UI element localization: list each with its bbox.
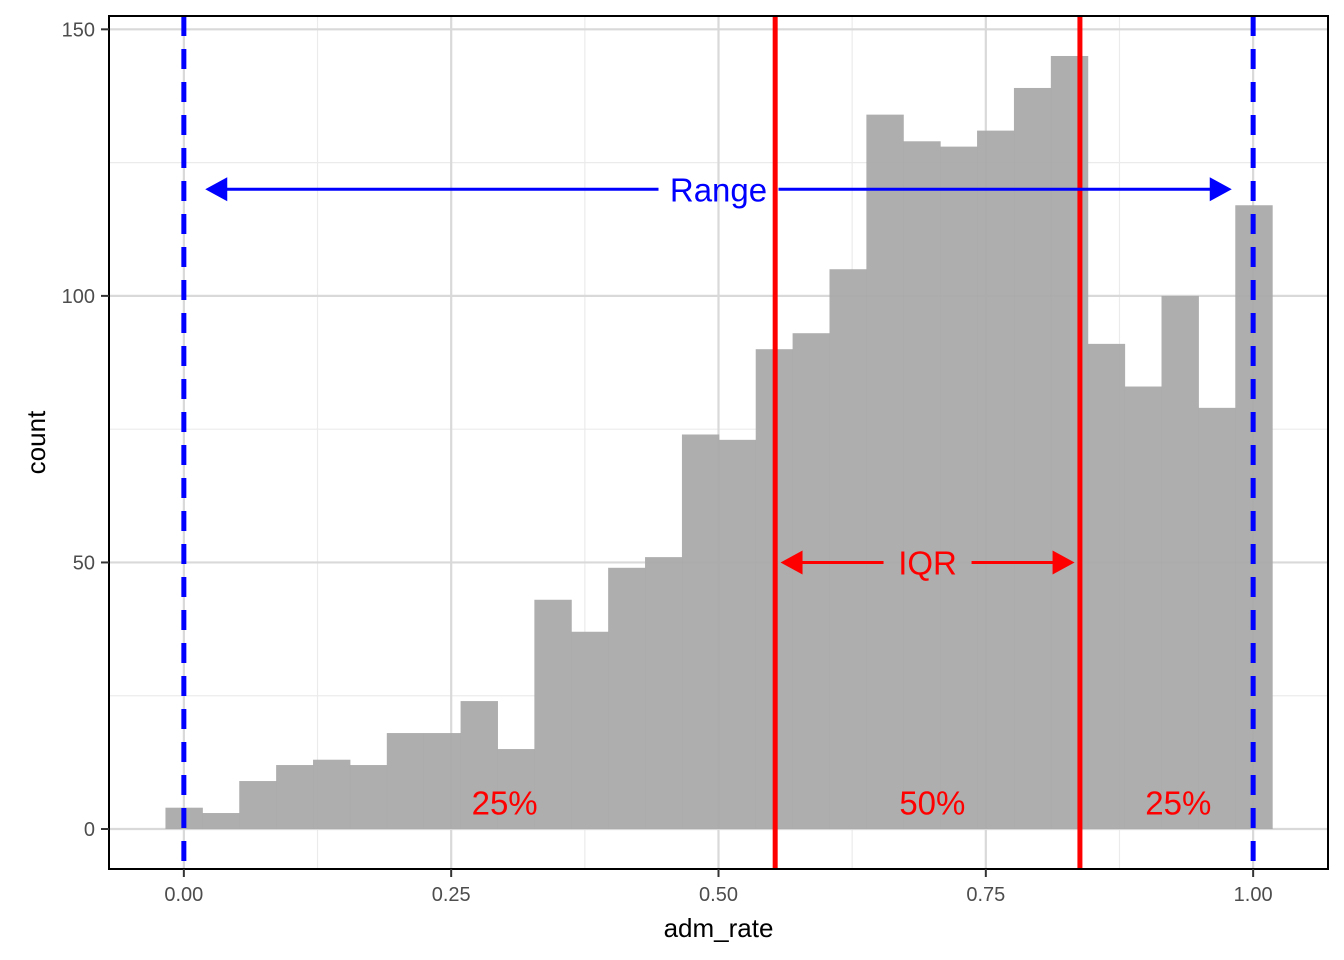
histogram-bar <box>202 813 240 830</box>
x-tick-label: 0.50 <box>699 884 738 906</box>
histogram-bar <box>497 749 535 830</box>
histogram-bar <box>940 146 978 830</box>
range-label: Range <box>670 171 767 208</box>
histogram-bar <box>1198 407 1236 830</box>
percent-label: 50% <box>899 784 965 821</box>
histogram-bar <box>792 333 830 830</box>
histogram-bar <box>460 701 498 830</box>
x-tick-label: 1.00 <box>1234 884 1273 906</box>
histogram-bar <box>645 557 683 830</box>
y-tick-label: 100 <box>62 286 95 308</box>
histogram-bar <box>903 141 941 830</box>
y-tick-label: 0 <box>84 819 95 841</box>
histogram-bar <box>977 130 1015 830</box>
iqr-label: IQR <box>898 544 957 581</box>
range-arrowhead-right <box>1209 177 1232 202</box>
histogram-bar <box>1124 386 1163 830</box>
histogram-bar <box>681 434 720 830</box>
histogram-bar <box>423 733 462 830</box>
histogram-bar <box>534 599 572 830</box>
histogram-bar <box>829 269 867 830</box>
annotations: Range IQR 25% 50% 25% <box>205 171 1232 821</box>
histogram-bar <box>1013 87 1052 830</box>
y-axis-title: count <box>21 410 51 474</box>
histogram-bar <box>349 765 388 830</box>
histogram-bar <box>866 114 904 830</box>
x-tick-label: 0.00 <box>164 884 203 906</box>
histogram-bar <box>1087 343 1126 830</box>
x-tick-label: 0.25 <box>432 884 471 906</box>
histogram-bar <box>571 631 609 830</box>
histogram-bar <box>608 567 646 830</box>
range-arrowhead-left <box>205 177 228 202</box>
iqr-arrowhead-left <box>780 550 803 575</box>
histogram-bars <box>165 55 1273 830</box>
histogram-bar <box>313 759 351 830</box>
y-tick-label: 150 <box>62 19 95 41</box>
x-tick-label: 0.75 <box>966 884 1005 906</box>
histogram-bar <box>1161 295 1199 830</box>
y-tick-label: 50 <box>73 552 95 574</box>
percent-label: 25% <box>1145 784 1211 821</box>
reference-lines <box>181 16 1256 869</box>
iqr-arrowhead-right <box>1052 550 1075 575</box>
percent-label: 25% <box>472 784 538 821</box>
histogram-bar <box>386 733 425 830</box>
x-axis-title: adm_rate <box>664 913 774 943</box>
histogram-bar <box>239 781 277 830</box>
histogram-bar <box>276 765 314 830</box>
histogram-bar <box>1050 55 1089 830</box>
axes: 0.00 0.25 0.50 0.75 1.00 0 50 100 150 <box>62 19 1273 906</box>
histogram-bar <box>718 439 757 830</box>
